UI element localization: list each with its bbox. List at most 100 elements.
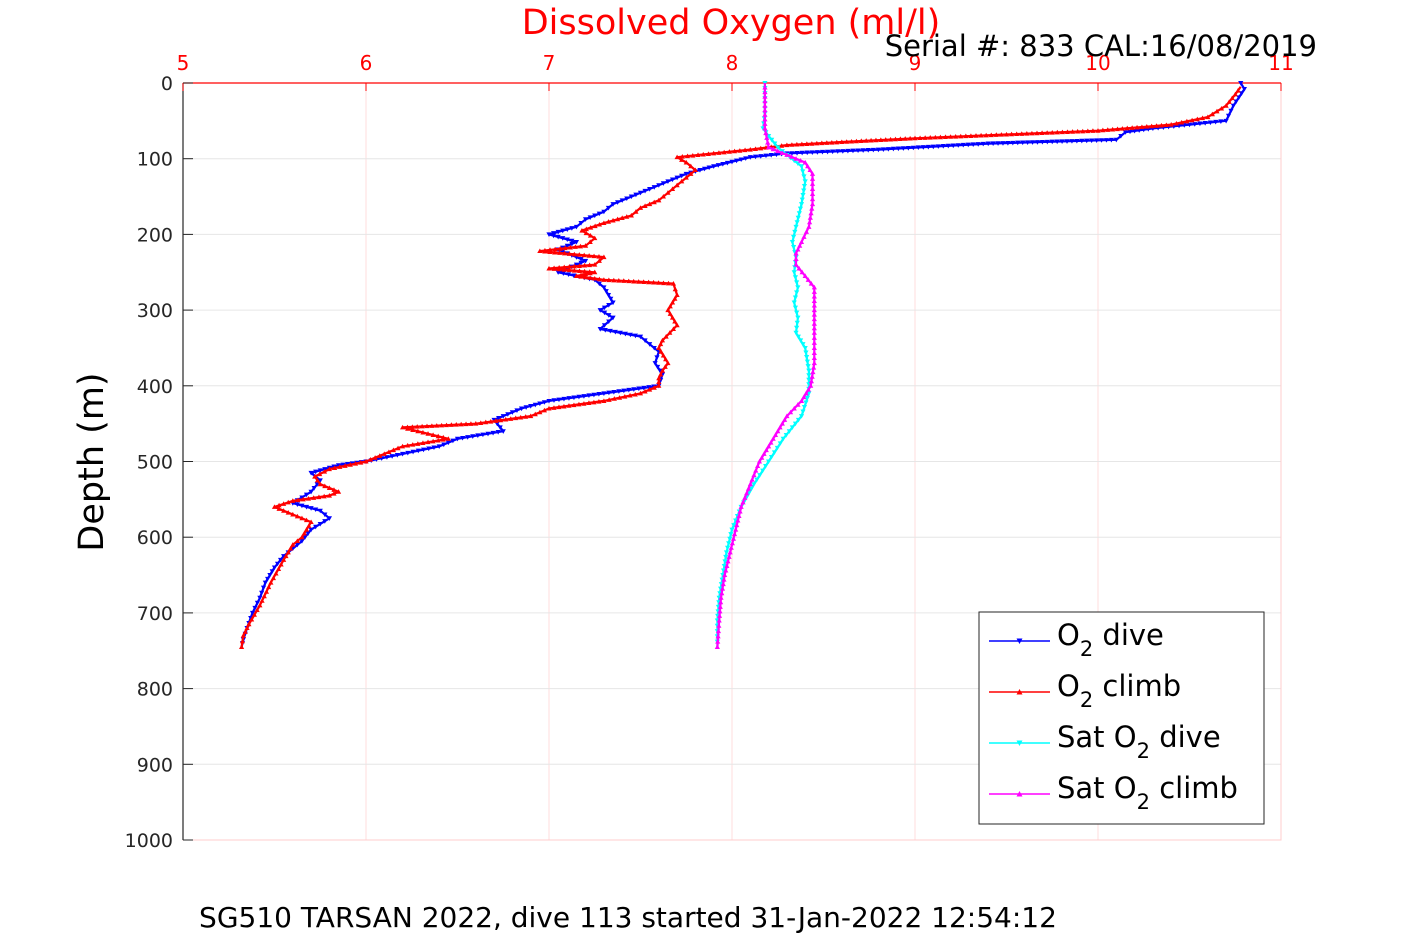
- series-marker: [752, 146, 759, 151]
- series-marker: [656, 183, 662, 188]
- series-marker: [731, 523, 737, 528]
- series-marker: [561, 264, 567, 270]
- series-marker: [1034, 140, 1041, 145]
- series-marker: [596, 258, 602, 263]
- series-marker: [592, 262, 598, 267]
- series-marker: [819, 140, 825, 146]
- series-marker: [1134, 124, 1140, 130]
- series-marker: [811, 293, 817, 299]
- series-marker: [853, 138, 860, 144]
- series-marker: [794, 280, 800, 285]
- series-marker: [807, 167, 813, 173]
- x-tick-label: 8: [726, 51, 739, 75]
- series-marker: [806, 373, 812, 378]
- series-marker: [722, 572, 728, 578]
- series-marker: [240, 633, 246, 638]
- series-marker: [268, 580, 274, 585]
- series-marker: [556, 397, 562, 403]
- series-marker: [294, 542, 300, 548]
- series-marker: [794, 150, 800, 156]
- series-marker: [281, 508, 287, 513]
- series-marker: [1173, 120, 1180, 126]
- series-marker: [1136, 128, 1142, 133]
- series-marker: [1014, 131, 1020, 137]
- series-marker: [978, 132, 984, 138]
- series-marker: [404, 424, 411, 430]
- series-marker: [779, 150, 785, 156]
- series-marker: [795, 402, 801, 407]
- series-marker: [683, 171, 689, 177]
- series-marker: [912, 135, 918, 141]
- series-marker: [285, 549, 291, 555]
- series-marker: [1029, 140, 1036, 145]
- series-marker: [925, 144, 931, 150]
- series-marker: [764, 135, 770, 140]
- series-marker: [299, 534, 305, 540]
- series-marker: [1209, 111, 1215, 117]
- series-marker: [798, 398, 805, 403]
- series-marker: [254, 607, 260, 613]
- series-marker: [808, 281, 814, 286]
- series-marker: [400, 451, 406, 457]
- series-marker: [429, 423, 435, 428]
- series-marker: [1218, 119, 1224, 124]
- y-tick-label: 600: [137, 527, 173, 549]
- series-marker: [915, 145, 921, 151]
- series-marker: [651, 345, 657, 351]
- series-marker: [631, 278, 637, 284]
- series-marker: [332, 465, 338, 470]
- series-marker: [980, 141, 986, 147]
- series-marker: [809, 176, 816, 181]
- series-marker: [798, 202, 805, 207]
- series-marker: [809, 201, 816, 207]
- series-marker: [659, 368, 666, 373]
- series-marker: [566, 396, 572, 401]
- series-marker: [431, 445, 437, 451]
- series-marker: [902, 136, 908, 141]
- series-marker: [726, 541, 732, 546]
- series-marker: [799, 197, 805, 203]
- series-marker: [793, 156, 799, 161]
- series-marker: [656, 375, 662, 381]
- series-marker: [726, 554, 732, 559]
- series-marker: [637, 334, 644, 340]
- series-marker: [811, 298, 817, 304]
- series-marker: [436, 444, 442, 449]
- chart-title: Dissolved Oxygen (ml/l): [522, 3, 941, 43]
- x-tick-label: 6: [360, 51, 373, 75]
- series-marker: [801, 404, 808, 410]
- series-marker: [556, 404, 562, 410]
- series-marker: [352, 461, 359, 466]
- series-marker: [561, 267, 567, 272]
- legend-swatch-marker: [1016, 638, 1023, 644]
- series-marker: [624, 214, 630, 219]
- series-marker: [542, 247, 548, 253]
- series-marker: [798, 239, 805, 244]
- series-marker: [267, 573, 273, 578]
- series-marker: [596, 276, 602, 282]
- series-marker: [573, 239, 580, 245]
- series-marker: [583, 230, 589, 236]
- series-marker: [381, 451, 387, 456]
- series-marker: [824, 140, 830, 145]
- series-marker: [505, 412, 511, 417]
- series-marker: [419, 423, 425, 429]
- series-marker: [266, 584, 272, 590]
- series-marker: [410, 442, 416, 447]
- series-marker: [294, 502, 300, 507]
- series-marker: [660, 193, 666, 199]
- series-marker: [747, 155, 753, 160]
- series-marker: [937, 134, 944, 140]
- series-marker: [390, 447, 397, 453]
- series-marker: [718, 595, 724, 600]
- series-marker: [550, 233, 557, 239]
- series-marker: [742, 147, 748, 153]
- series-marker: [814, 140, 820, 146]
- series-marker: [806, 368, 812, 374]
- series-marker: [1158, 122, 1165, 128]
- series-marker: [927, 135, 933, 140]
- series-marker: [809, 191, 816, 197]
- series-marker: [663, 333, 669, 339]
- series-marker: [571, 402, 577, 408]
